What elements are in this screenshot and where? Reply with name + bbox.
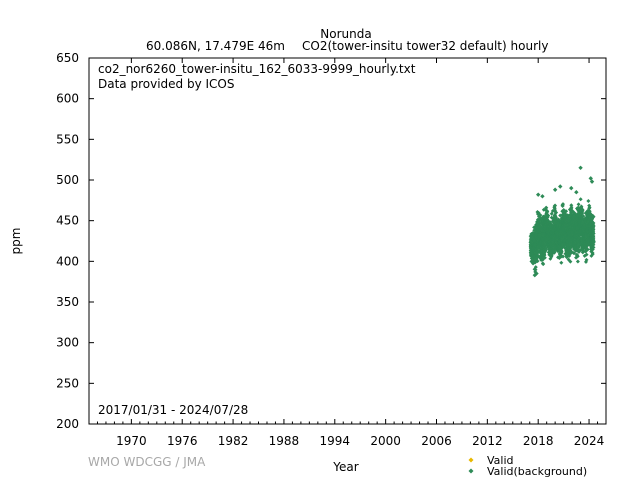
y-tick-label: 500	[56, 173, 79, 187]
data-point	[561, 202, 566, 207]
data-point	[568, 259, 573, 264]
data-point	[591, 231, 596, 236]
x-tick-label: 1988	[269, 434, 300, 448]
data-point	[581, 214, 586, 219]
data-point	[584, 252, 589, 257]
x-tick-label: 1994	[320, 434, 351, 448]
y-tick-label: 650	[56, 51, 79, 65]
legend-label: Valid	[487, 454, 514, 467]
data-point	[574, 255, 579, 260]
data-point	[576, 245, 581, 250]
data-point	[541, 262, 546, 267]
data-point	[534, 271, 539, 276]
data-point	[584, 257, 589, 262]
data-point	[591, 227, 596, 232]
y-axis: 200 250 300 350 400 450 500 550 600 650	[56, 51, 606, 431]
data-point	[564, 209, 569, 214]
legend-marker	[468, 468, 474, 474]
data-point	[580, 208, 585, 213]
data-point	[553, 203, 558, 208]
data-point	[579, 204, 584, 209]
y-tick-label: 200	[56, 417, 79, 431]
data-point	[552, 187, 558, 192]
data-point	[542, 255, 547, 260]
x-axis-label: Year	[332, 460, 358, 474]
data-point	[587, 205, 592, 210]
data-point	[572, 251, 577, 256]
data-point	[545, 209, 550, 214]
data-point	[533, 265, 538, 270]
data-point	[535, 259, 540, 264]
x-tick-label: 2012	[472, 434, 503, 448]
x-axis: 1970 1976 1982 1988 1994 2000 2006 2012 2018 2024	[96, 58, 605, 448]
data-point	[561, 254, 566, 259]
data-point	[558, 184, 563, 189]
data-point	[591, 235, 596, 240]
data-point	[576, 202, 581, 207]
x-tick-label: 2006	[421, 434, 452, 448]
provider-label: Data provided by ICOS	[98, 77, 234, 91]
data-point	[540, 194, 545, 199]
y-tick-label: 600	[56, 92, 79, 106]
x-tick-label: 2018	[523, 434, 554, 448]
data-point	[569, 185, 574, 191]
data-point	[546, 213, 551, 218]
data-point	[559, 249, 564, 254]
x-tick-label: 2024	[574, 434, 605, 448]
legend-label: Valid(background)	[487, 465, 587, 478]
station-title: Norunda	[320, 27, 371, 41]
data-point	[559, 260, 564, 265]
data-point	[591, 223, 596, 228]
data-point	[578, 197, 583, 202]
data-point	[591, 239, 596, 244]
x-tick-label: 1976	[167, 434, 198, 448]
y-tick-label: 300	[56, 336, 79, 350]
data-point	[542, 253, 547, 258]
data-point	[591, 245, 596, 250]
data-point	[538, 213, 543, 218]
data-point	[533, 267, 538, 272]
data-point	[590, 252, 595, 257]
data-point	[575, 259, 580, 264]
dataset-description: CO2(tower-insitu tower32 default) hourly	[302, 39, 548, 53]
data-point	[589, 179, 595, 184]
data-point	[554, 210, 559, 215]
data-point	[585, 247, 590, 252]
data-point	[588, 176, 593, 181]
data-point	[543, 248, 548, 253]
data-point	[552, 250, 557, 255]
data-point	[578, 165, 583, 170]
data-point	[535, 192, 541, 197]
y-tick-label: 350	[56, 295, 79, 309]
x-tick-label: 1970	[116, 434, 147, 448]
y-tick-label: 450	[56, 214, 79, 228]
x-tick-label: 1982	[218, 434, 249, 448]
legend-entry: Valid(background)	[468, 465, 587, 478]
y-tick-label: 250	[56, 376, 79, 390]
data-point	[586, 199, 591, 204]
station-location: 60.086N, 17.479E 46m	[146, 39, 285, 53]
legend-entry: Valid	[468, 454, 514, 467]
data-point	[544, 205, 549, 210]
data-point	[569, 205, 574, 210]
filename-label: co2_nor6260_tower-insitu_162_6033-9999_h…	[98, 62, 416, 76]
date-range-label: 2017/01/31 - 2024/07/28	[98, 403, 248, 417]
data-point	[574, 190, 579, 195]
plot-frame	[88, 57, 607, 425]
y-tick-label: 550	[56, 132, 79, 146]
data-point	[591, 214, 596, 219]
data-point	[591, 221, 596, 226]
data-points	[528, 165, 596, 278]
y-tick-label: 400	[56, 254, 79, 268]
legend-marker	[468, 457, 474, 463]
data-point	[575, 254, 580, 259]
y-axis-label: ppm	[9, 228, 23, 255]
credit-label: WMO WDCGG / JMA	[88, 455, 206, 469]
x-tick-label: 2000	[370, 434, 401, 448]
